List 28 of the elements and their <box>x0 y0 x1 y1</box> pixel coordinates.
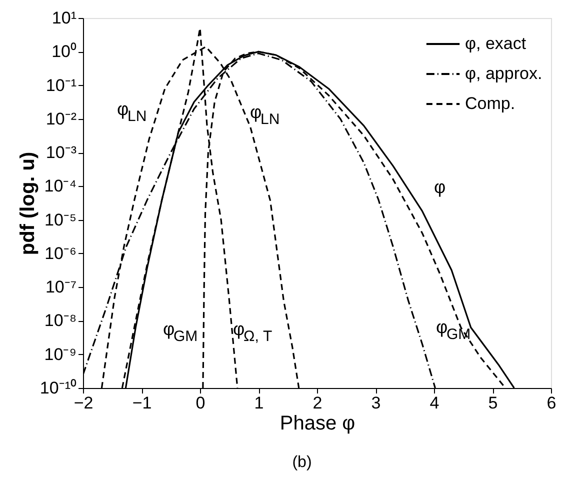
y-tick-label: 10⁻¹ <box>46 76 77 95</box>
x-tick-label: 6 <box>546 394 556 412</box>
x-tick-label: 1 <box>254 394 264 412</box>
y-tick-label: 10⁻² <box>46 109 77 128</box>
y-tick-label: 10⁰ <box>52 42 76 62</box>
x-axis-title: Phase φ <box>280 412 356 434</box>
x-tick-label: 0 <box>196 394 206 412</box>
y-tick-label: 10⁻⁵ <box>44 210 76 230</box>
legend-label: φ, exact <box>465 34 526 53</box>
y-tick-label: 10⁻⁸ <box>44 311 76 330</box>
annotation: φ <box>434 177 446 197</box>
y-axis-title: pdf (log. u) <box>16 152 39 256</box>
y-tick-label: 10⁻⁴ <box>44 176 76 196</box>
x-tick-label: −2 <box>74 394 94 412</box>
x-tick-label: 5 <box>488 394 498 412</box>
text: (b) <box>292 454 312 471</box>
y-tick-label: 10¹ <box>52 8 77 28</box>
legend-label: Comp. <box>465 94 516 113</box>
y-tick-label: 10⁻⁹ <box>44 344 76 364</box>
y-tick-label: 10⁻⁷ <box>45 278 76 297</box>
y-tick-label: 10⁻³ <box>46 143 77 162</box>
x-tick-label: −1 <box>132 394 152 412</box>
y-tick-label: 10⁻¹⁰ <box>40 378 76 398</box>
x-tick-label: 4 <box>430 394 440 412</box>
y-tick-label: 10⁻⁶ <box>44 244 76 263</box>
x-tick-label: 2 <box>312 394 322 412</box>
x-tick-label: 3 <box>371 394 381 412</box>
legend-label: φ, approx. <box>465 64 542 83</box>
